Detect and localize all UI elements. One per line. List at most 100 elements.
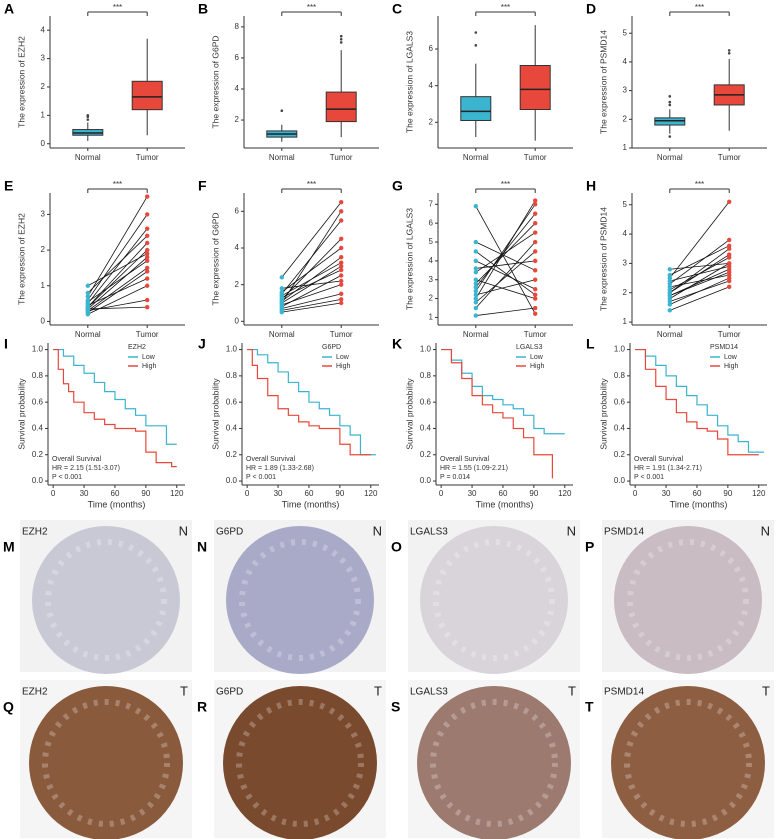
x-tick-label: Tumor (136, 330, 159, 339)
y-axis-label: Survival probability (598, 378, 608, 450)
outlier (280, 109, 284, 113)
y-tick-label: 0.8 (226, 371, 238, 380)
normal-point (473, 258, 478, 264)
x-tick-label: 120 (752, 489, 766, 498)
outlier (86, 114, 90, 117)
tissue-core (223, 686, 377, 839)
x-tick-label: 60 (305, 489, 314, 498)
tumor-point (145, 212, 150, 217)
normal-point (473, 270, 478, 275)
pair-line (475, 241, 536, 271)
panel-letter: H (586, 178, 596, 194)
panel-letter: B (198, 1, 208, 17)
x-tick-label: Tumor (718, 330, 741, 339)
outlier (668, 135, 672, 138)
tumor-point (727, 243, 732, 248)
normal-point (85, 310, 91, 315)
pair-line (475, 251, 536, 303)
y-axis-label: The expression of G6PD (210, 35, 220, 128)
tumor-point (533, 239, 538, 245)
tumor-point (727, 284, 732, 290)
y-tick-label: 0.6 (32, 397, 44, 406)
legend-title: PSMD14 (710, 344, 738, 351)
panel-letter: J (198, 336, 206, 352)
y-tick-label: 2 (623, 288, 628, 297)
normal-point (279, 289, 284, 295)
pair-line (475, 200, 536, 299)
x-axis-label: Time (months) (670, 499, 728, 509)
x-tick-label: 0 (245, 489, 250, 498)
tumor-point (145, 194, 150, 199)
pair-line (475, 279, 536, 296)
normal-point (667, 299, 672, 304)
significance-label: *** (307, 3, 316, 12)
outlier (668, 95, 672, 98)
y-tick-label: 6 (429, 44, 434, 53)
x-tick-label: 90 (529, 489, 538, 498)
annotation: HR = 2.15 (1.51-3.07) (52, 465, 120, 472)
y-tick-label: 2 (235, 115, 240, 124)
x-tick-label: Tumor (718, 153, 741, 162)
pair-line (281, 201, 342, 278)
y-tick-label: 4 (429, 81, 434, 90)
normal-point (279, 286, 284, 291)
outlier (668, 103, 672, 107)
pair-line (281, 269, 342, 298)
annotation: Overall Survival (52, 456, 101, 463)
tumor-point (339, 254, 344, 260)
pair-line (281, 298, 342, 311)
x-tick-label: Tumor (524, 153, 547, 162)
tumor-point (533, 249, 538, 254)
significance-label: *** (501, 180, 510, 189)
y-tick-label: 1 (41, 281, 46, 290)
y-tick-label: 2 (429, 294, 434, 303)
pair-line (87, 249, 148, 308)
survival-curve (635, 348, 759, 456)
pair-line (281, 262, 342, 297)
legend-label: High (724, 363, 739, 370)
pair-line (475, 204, 536, 292)
tumor-point (727, 252, 732, 257)
x-tick-label: Normal (463, 330, 489, 339)
panel-letter: I (4, 336, 8, 352)
panel-letter: N (197, 539, 207, 555)
y-tick-label: 6 (235, 206, 240, 215)
tumor-point (145, 276, 150, 281)
tumor-point (533, 220, 538, 226)
y-tick-label: 6 (235, 53, 240, 62)
tumor-point (339, 218, 344, 223)
tissue-core (32, 526, 180, 674)
panel-letter: S (391, 699, 400, 715)
panel-letter: T (585, 699, 594, 715)
legend-label: Low (142, 354, 156, 361)
x-tick-label: 60 (693, 489, 702, 498)
y-tick-label: 0.4 (420, 424, 432, 433)
tumor-point (533, 202, 538, 207)
gene-label: EZH2 (22, 527, 48, 538)
tumor-point (533, 258, 538, 264)
legend-label: High (336, 363, 351, 370)
y-tick-label: 3 (41, 54, 46, 63)
pair-line (669, 268, 730, 297)
x-tick-label: Normal (463, 153, 489, 162)
gene-label: PSMD14 (604, 527, 644, 538)
significance-label: *** (695, 180, 704, 189)
y-tick-label: 0.8 (420, 371, 432, 380)
gene-label: LGALS3 (410, 687, 448, 698)
pair-line (281, 293, 342, 309)
tumor-point (339, 278, 344, 284)
x-tick-label: Normal (75, 153, 101, 162)
normal-point (473, 281, 478, 286)
box (519, 65, 551, 110)
tumor-point (145, 304, 150, 310)
y-tick-label: 0.2 (226, 450, 238, 459)
tumor-point (727, 237, 732, 243)
tumor-point (145, 233, 150, 239)
legend-label: High (530, 363, 545, 370)
tumor-point (145, 247, 150, 253)
y-tick-label: 0 (41, 139, 46, 148)
tissue-texture (627, 539, 749, 661)
x-tick-label: Tumor (330, 153, 353, 162)
tumor-point (339, 260, 344, 265)
panel-letter: G (392, 178, 403, 194)
